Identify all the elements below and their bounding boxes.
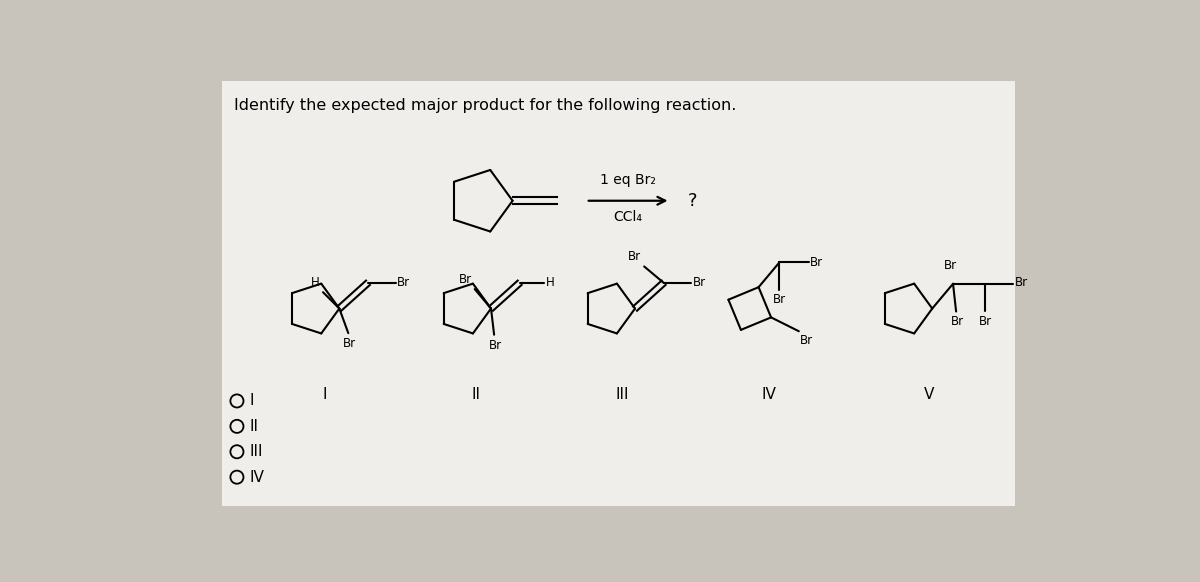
Text: Br: Br — [458, 273, 472, 286]
Text: Identify the expected major product for the following reaction.: Identify the expected major product for … — [234, 98, 737, 113]
Text: Br: Br — [397, 276, 410, 289]
Text: Br: Br — [692, 276, 706, 289]
Text: Br: Br — [628, 250, 641, 264]
Text: CCl₄: CCl₄ — [613, 210, 642, 224]
Bar — [222, 81, 1015, 506]
Text: Br: Br — [343, 337, 356, 350]
Text: 1 eq Br₂: 1 eq Br₂ — [600, 173, 656, 187]
Text: Br: Br — [979, 314, 992, 328]
Text: II: II — [472, 387, 481, 402]
Text: III: III — [616, 387, 630, 402]
Text: IV: IV — [762, 387, 776, 402]
Text: I: I — [323, 387, 326, 402]
Text: III: III — [250, 444, 263, 459]
Text: Br: Br — [773, 293, 786, 306]
Text: H: H — [546, 276, 554, 289]
Text: Br: Br — [490, 339, 503, 352]
Text: Br: Br — [800, 334, 814, 347]
Text: IV: IV — [250, 470, 264, 485]
Text: V: V — [924, 387, 935, 402]
Text: Br: Br — [1015, 276, 1027, 289]
Text: H: H — [311, 276, 319, 289]
Text: ?: ? — [688, 191, 697, 210]
Text: I: I — [250, 393, 253, 409]
Text: Br: Br — [810, 256, 823, 269]
Text: II: II — [250, 419, 258, 434]
Text: Br: Br — [952, 314, 965, 328]
Text: Br: Br — [943, 259, 956, 272]
